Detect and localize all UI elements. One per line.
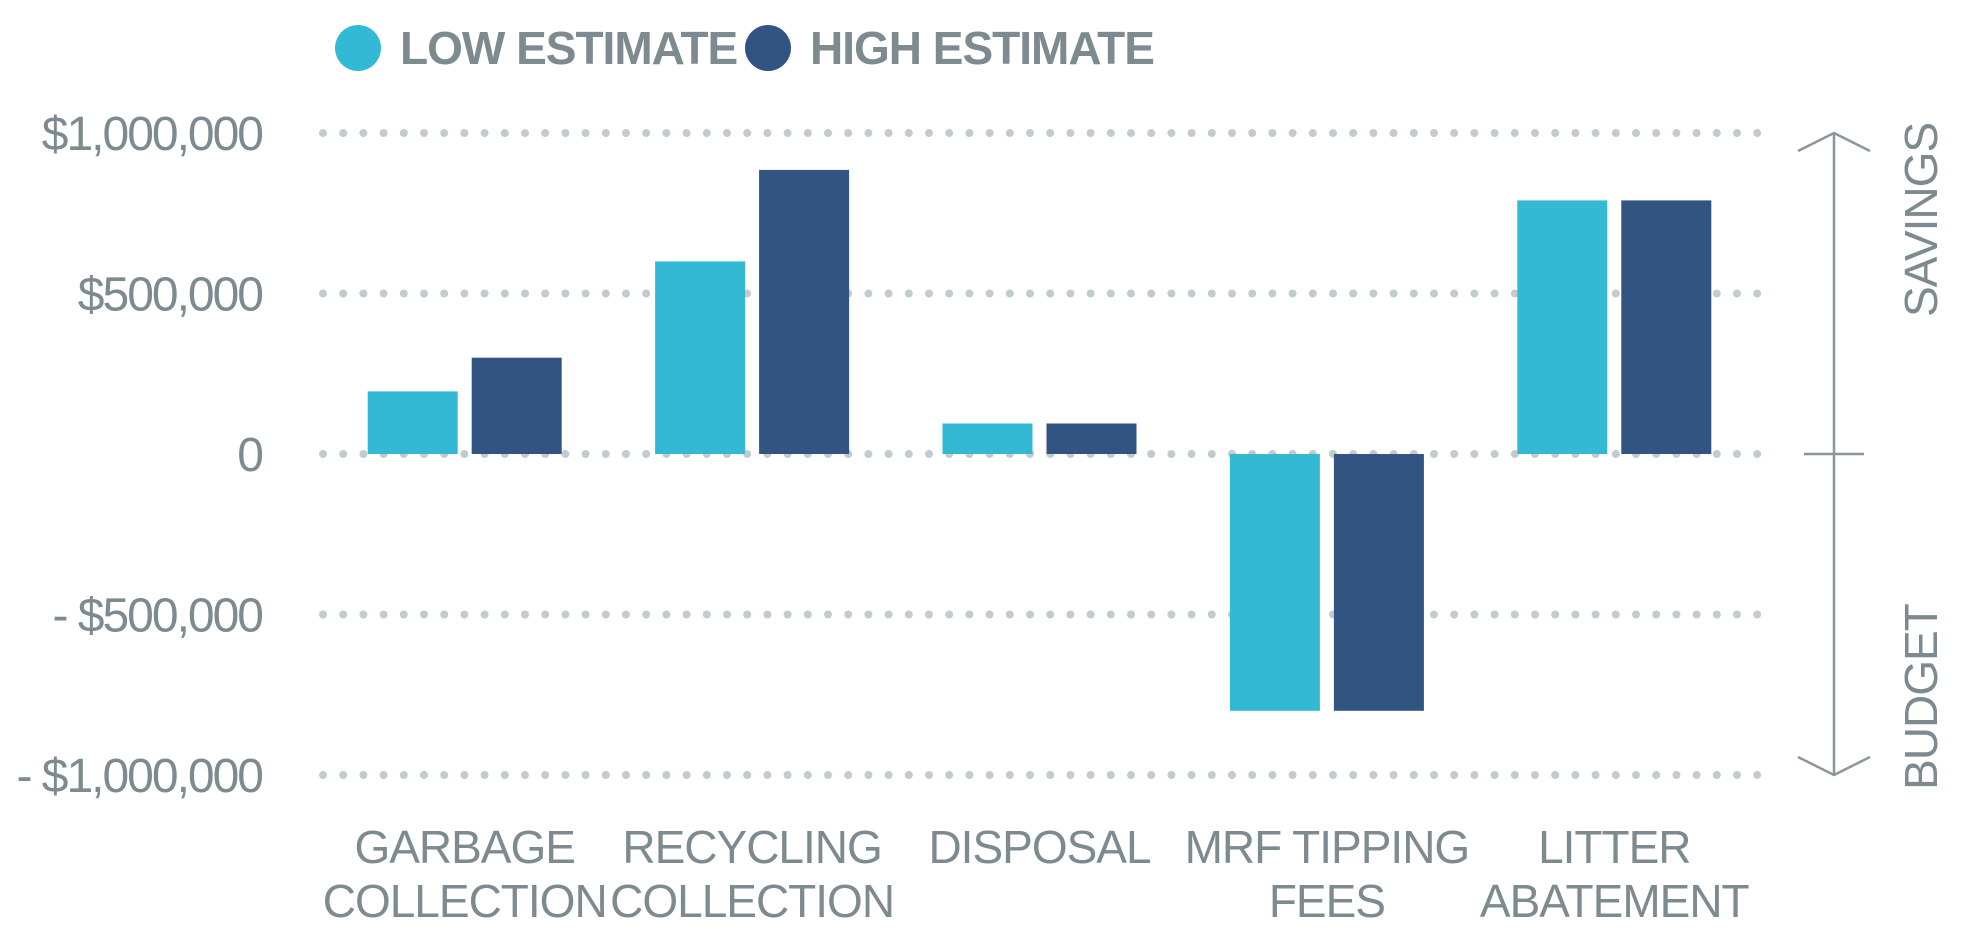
y-axis-labels: $1,000,000 $500,000 0 - $500,000 - $1,000,00…	[16, 108, 264, 803]
legend-label: LOW ESTIMATE	[400, 22, 737, 74]
bar-low-1	[655, 261, 746, 454]
bar-low-0	[367, 391, 458, 454]
x-category-label: LITTER	[1538, 821, 1690, 873]
side-annotation: SAVINGS BUDGET	[1797, 123, 1947, 790]
bar-high-3	[1333, 454, 1424, 711]
bar-low-4	[1517, 200, 1608, 454]
x-category-label: GARBAGE	[354, 821, 575, 873]
bar-high-2	[1046, 423, 1137, 454]
y-tick-label: $1,000,000	[42, 108, 263, 161]
legend: LOW ESTIMATE HIGH ESTIMATE	[335, 22, 1155, 74]
bars	[367, 169, 1712, 711]
x-category-label: MRF TIPPING	[1185, 821, 1470, 873]
x-category-label: RECYCLING	[622, 821, 881, 873]
y-tick-label: $500,000	[78, 269, 263, 322]
bar-high-0	[471, 357, 562, 454]
arrow-head-up-icon	[1797, 131, 1871, 153]
bar-low-3	[1229, 454, 1320, 711]
x-category-label: FEES	[1269, 875, 1385, 927]
bar-low-2	[942, 423, 1033, 454]
arrow-head-down-icon	[1797, 755, 1871, 777]
bar-high-1	[759, 169, 850, 455]
savings-label: SAVINGS	[1895, 123, 1947, 317]
x-category-label: COLLECTION	[610, 875, 894, 927]
y-tick-label: - $1,000,000	[16, 750, 262, 803]
legend-swatch-low	[335, 25, 381, 71]
bar-high-4	[1621, 200, 1712, 454]
y-tick-label: - $500,000	[52, 590, 262, 643]
legend-swatch-high	[745, 25, 791, 71]
legend-label: HIGH ESTIMATE	[810, 22, 1154, 74]
y-tick-label: 0	[237, 429, 262, 482]
x-axis-labels: GARBAGECOLLECTIONRECYCLINGCOLLECTIONDISP…	[323, 821, 1751, 927]
x-category-label: ABATEMENT	[1480, 875, 1750, 927]
x-category-label: COLLECTION	[323, 875, 607, 927]
budget-label: BUDGET	[1895, 603, 1947, 790]
x-category-label: DISPOSAL	[928, 821, 1151, 873]
gridlines	[319, 129, 1764, 779]
